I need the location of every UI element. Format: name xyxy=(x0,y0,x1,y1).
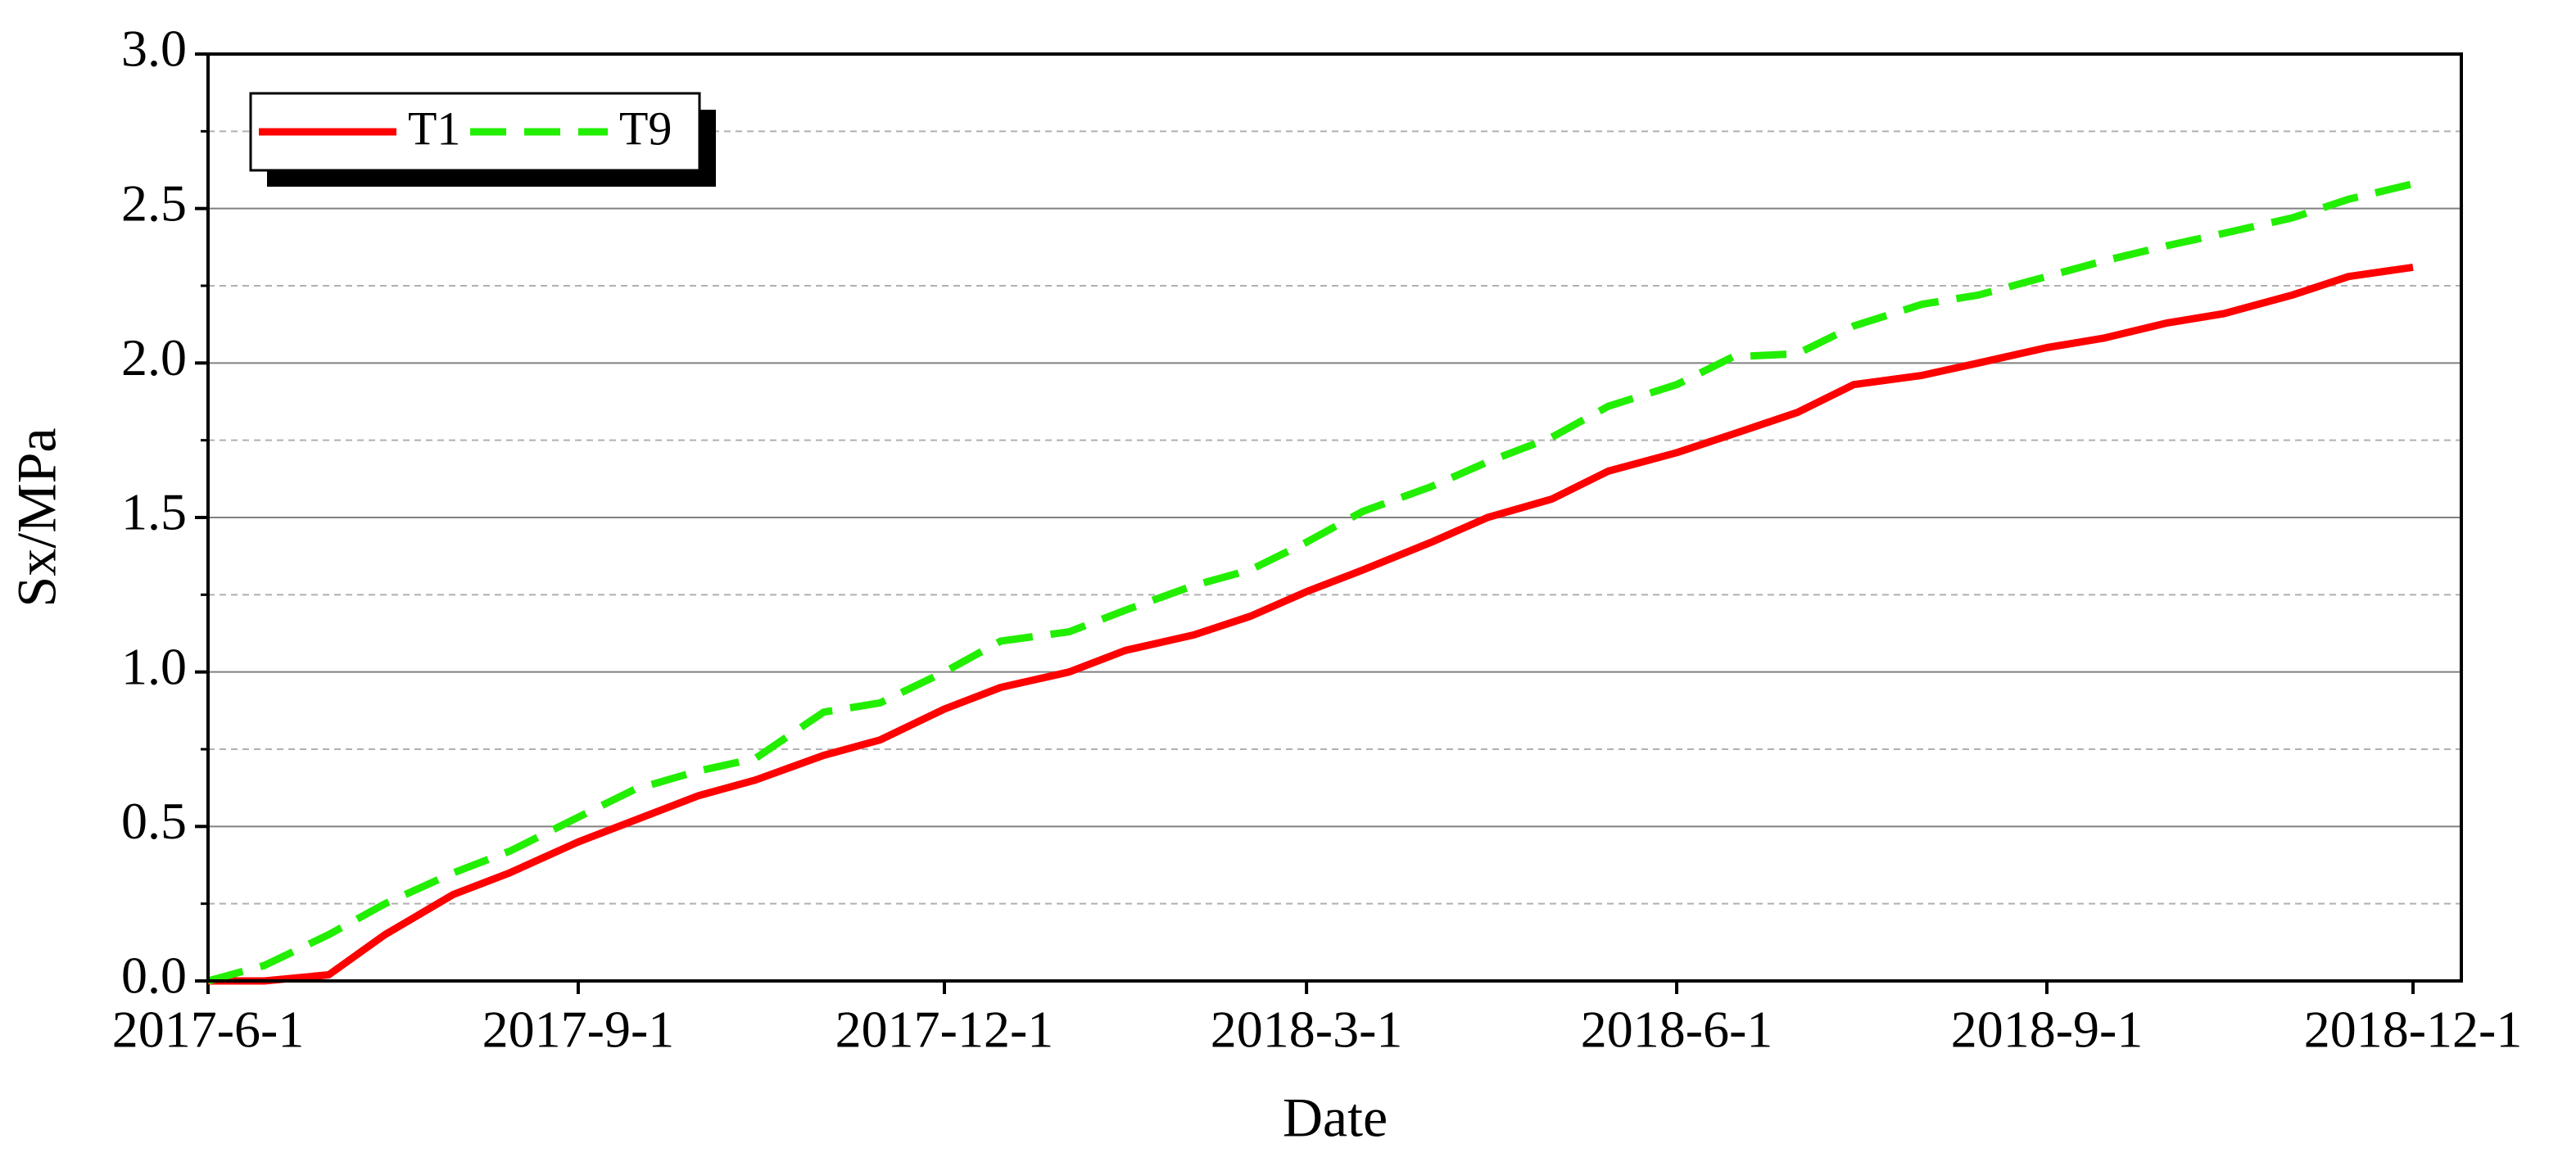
plot-frame xyxy=(206,52,2463,983)
x-tick-label: 2018-9-1 xyxy=(1951,1001,2144,1059)
y-tick-label: 2.5 xyxy=(121,174,187,232)
y-tick-label: 0.5 xyxy=(121,792,187,850)
x-tick-label: 2017-12-1 xyxy=(835,1001,1054,1059)
y-tick-label: 2.0 xyxy=(121,328,187,386)
x-tick-label: 2017-9-1 xyxy=(482,1001,675,1059)
x-axis-label: Date xyxy=(1283,1087,1388,1149)
y-axis-label: Sx/MPa xyxy=(6,427,68,607)
legend-label: T1 xyxy=(408,102,460,155)
y-tick-label: 1.0 xyxy=(121,637,187,695)
x-tick-label: 2017-6-1 xyxy=(112,1001,305,1059)
y-tick-label: 0.0 xyxy=(121,947,187,1005)
y-tick-label: 3.0 xyxy=(121,20,187,78)
series-line xyxy=(208,263,2414,985)
legend-label: T9 xyxy=(619,102,672,155)
x-tick-label: 2018-6-1 xyxy=(1581,1001,1773,1059)
y-tick-label: 1.5 xyxy=(121,483,187,541)
x-tick-label: 2018-12-1 xyxy=(2304,1001,2523,1059)
x-tick-label: 2018-3-1 xyxy=(1211,1001,1403,1059)
series-line xyxy=(206,180,2415,985)
